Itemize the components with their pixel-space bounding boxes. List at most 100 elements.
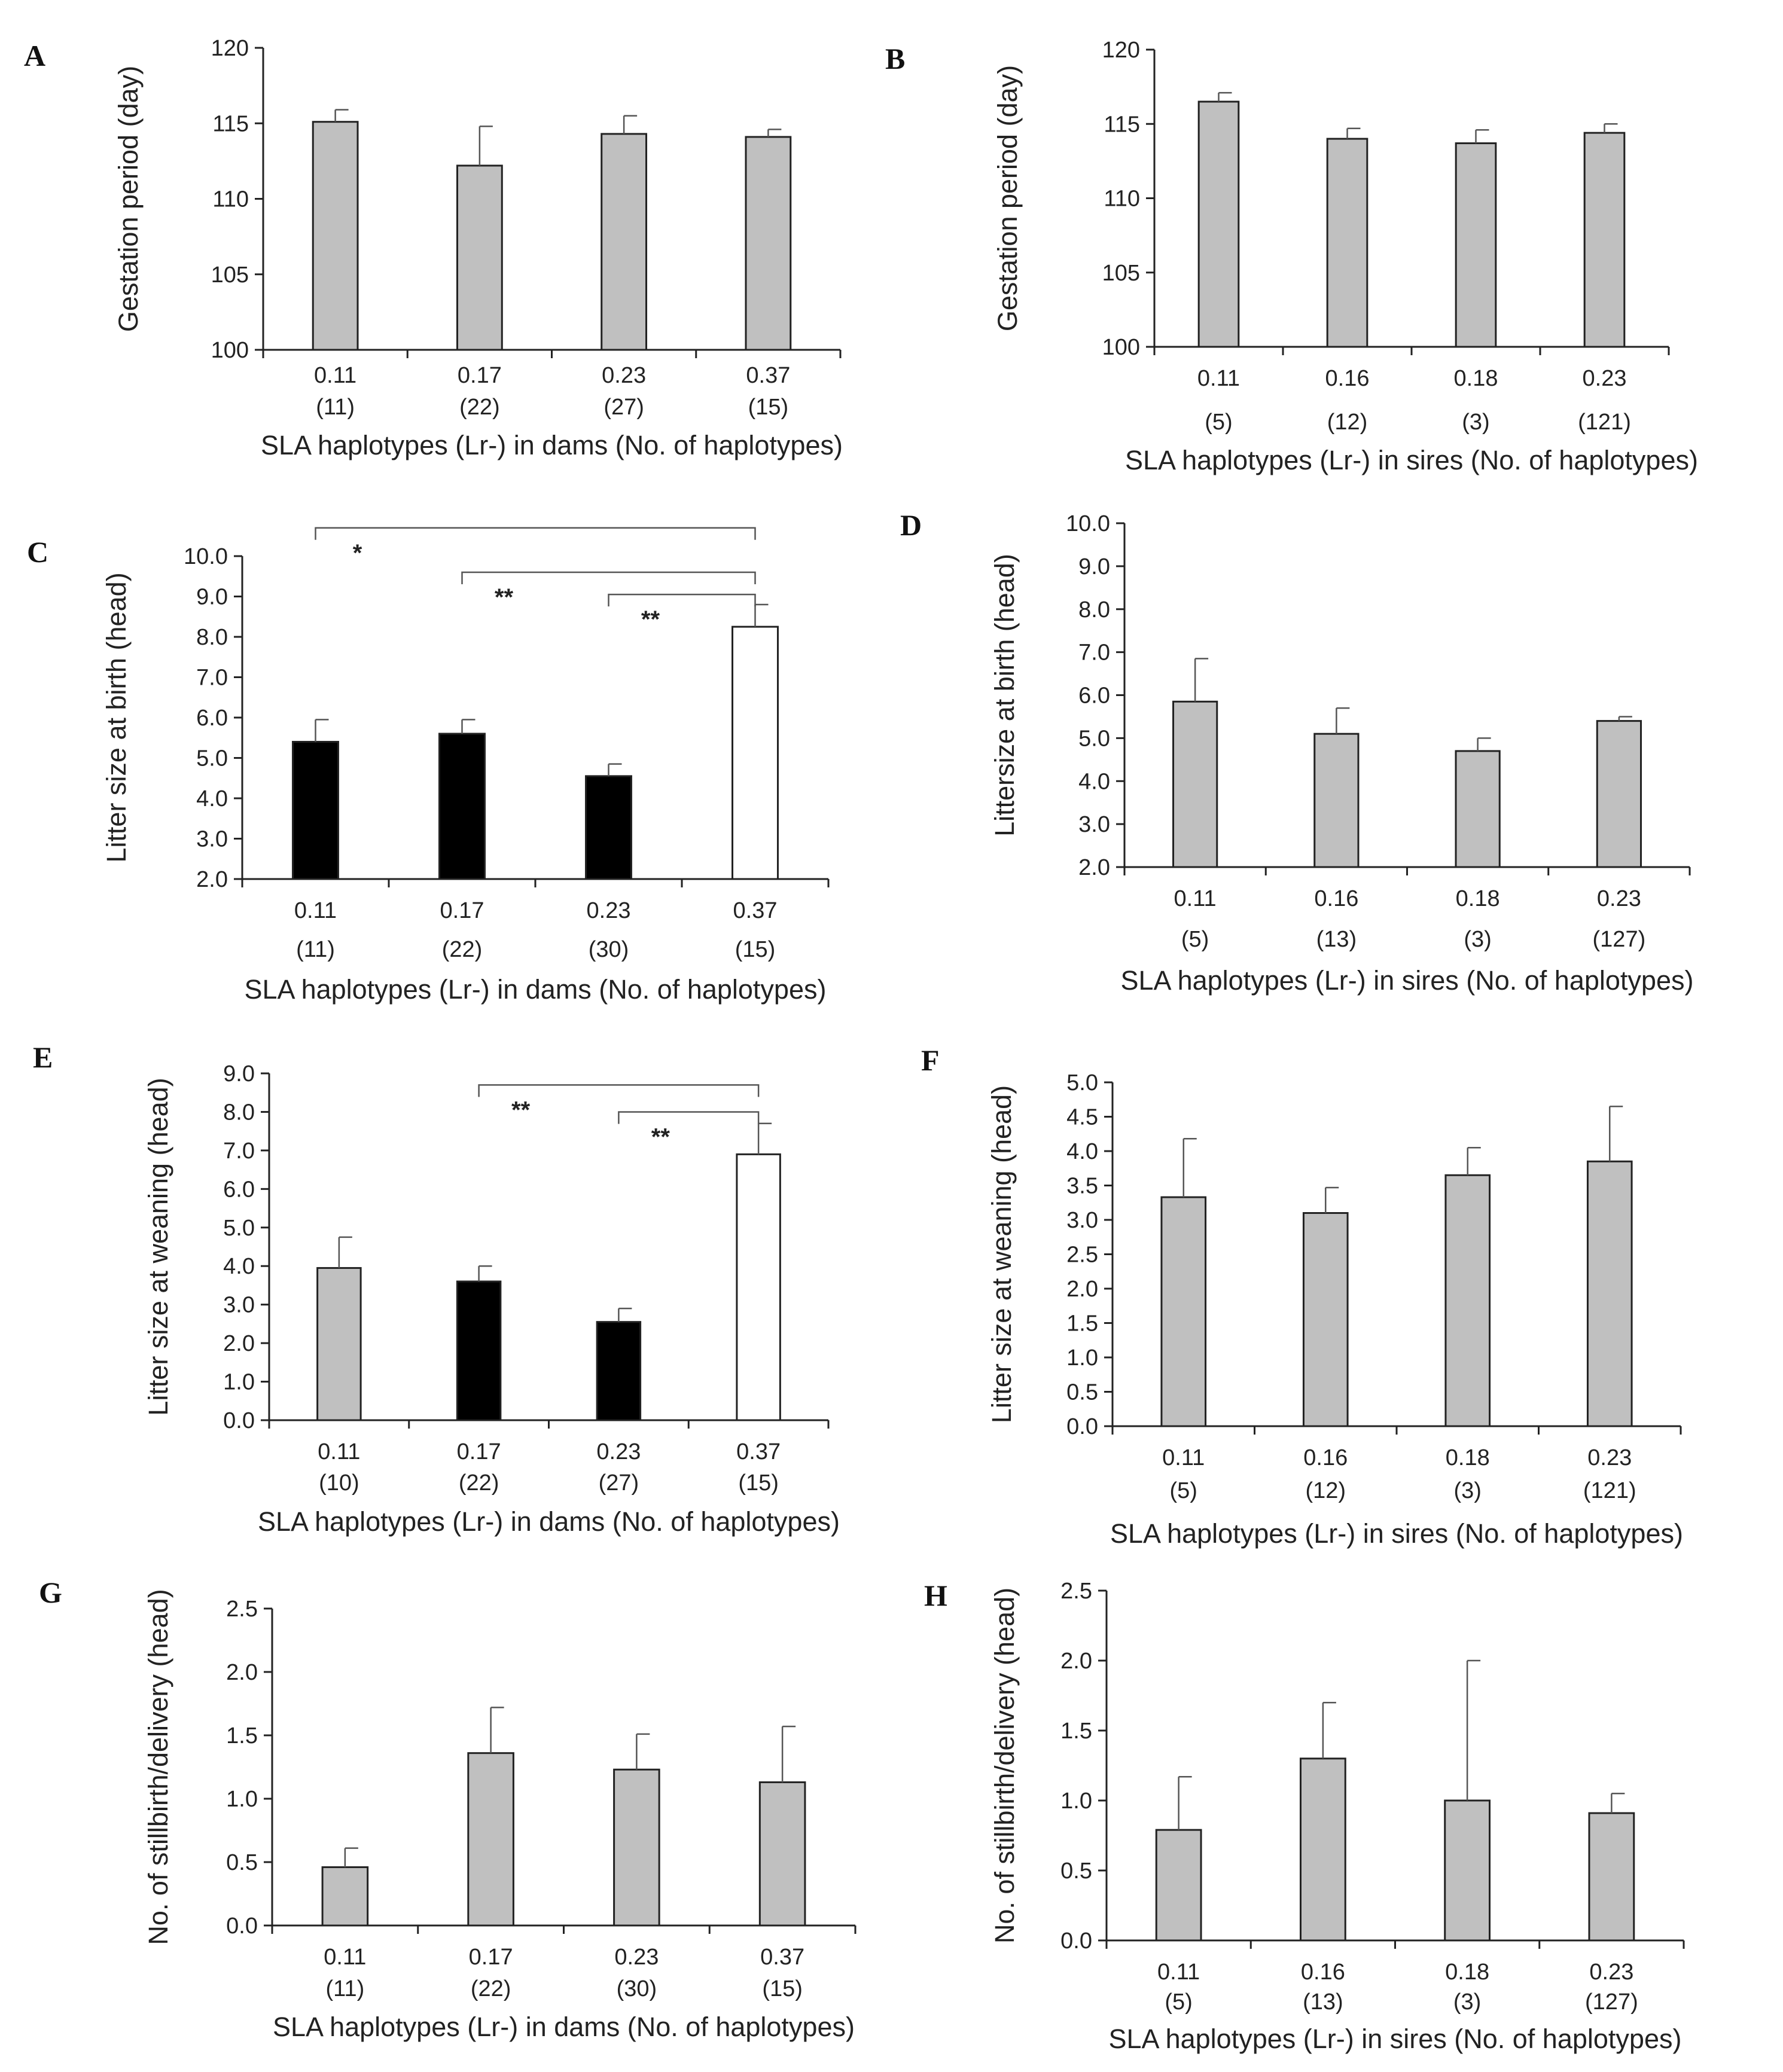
y-tick-label: 9.0 (223, 1061, 255, 1087)
x-count-label: (15) (735, 937, 776, 962)
x-count-label: (3) (1462, 410, 1489, 435)
x-count-label: (15) (762, 1976, 803, 2001)
chart-panel-d: D 2.0 3.0 4.0 5.0 6.0 7.0 8.0 9.0 10.0 0.11 (5) 0.16… (900, 508, 1693, 996)
chart-panel-h: H 0.0 0.5 1.0 1.5 2.0 2.5 0.11 (5) 0.16 (13) 0.18 (3… (924, 1579, 1685, 2054)
x-axis-title: SLA haplotypes (Lr-) in dams (No. of hap… (258, 1506, 840, 1537)
bar (438, 733, 486, 880)
chart-panel-g: G 0.0 0.5 1.0 1.5 2.0 2.5 0.11 (11) 0.17 (22) 0.23 (… (39, 1576, 857, 2042)
significance-bracket (608, 593, 756, 607)
y-tick-label: 2.0 (1066, 1277, 1098, 1302)
y-tick-label: 105 (211, 263, 249, 288)
x-category-label: 0.11 (1162, 1445, 1205, 1470)
x-category-label: 0.17 (458, 363, 502, 388)
bar (1197, 100, 1240, 348)
y-tick-label: 100 (211, 338, 249, 363)
x-category-label: 0.17 (440, 898, 484, 923)
y-tick-label: 0.0 (226, 1914, 258, 1939)
bar (1586, 1160, 1633, 1427)
x-count-label: (121) (1578, 410, 1631, 435)
x-category-label: 0.11 (318, 1439, 360, 1464)
bar (321, 1866, 369, 1927)
x-category-label: 0.18 (1456, 886, 1500, 911)
y-tick-label: 115 (1104, 112, 1140, 137)
x-count-label: (5) (1170, 1478, 1197, 1503)
y-tick-label: 5.0 (223, 1216, 255, 1241)
y-tick-label: 3.0 (1078, 812, 1110, 837)
significance-bracket (618, 1111, 760, 1124)
y-tick-label: 2.0 (226, 1660, 258, 1685)
x-count-label: (12) (1305, 1478, 1346, 1503)
bar (1444, 1799, 1491, 1942)
x-count-label: (121) (1583, 1478, 1636, 1503)
bar (1326, 138, 1369, 348)
x-axis-title: SLA haplotypes (Lr-) in sires (No. of ha… (1125, 445, 1698, 475)
x-axis-title: SLA haplotypes (Lr-) in sires (No. of ha… (1110, 1518, 1683, 1549)
x-category-label: 0.11 (314, 363, 356, 388)
x-count-label: (13) (1316, 927, 1357, 952)
bar (312, 121, 359, 351)
y-tick-label: 120 (1102, 38, 1140, 63)
x-count-label: (11) (325, 1976, 364, 2001)
significance-bracket (478, 1084, 760, 1097)
bar (1596, 720, 1642, 868)
x-count-label: (3) (1454, 1478, 1482, 1503)
x-category-label: 0.18 (1445, 1960, 1489, 1985)
x-category-label: 0.37 (760, 1945, 804, 1970)
x-count-label: (27) (599, 1470, 639, 1496)
significance-label: ** (495, 584, 514, 611)
x-count-label: (3) (1453, 1989, 1481, 2015)
y-tick-label: 4.0 (1078, 769, 1110, 794)
y-tick-label: 3.0 (196, 827, 228, 852)
bar (1455, 142, 1497, 348)
bar (1160, 1196, 1207, 1427)
y-tick-label: 110 (212, 187, 249, 212)
panel-letter: D (900, 508, 922, 542)
x-axis-title: SLA haplotypes (Lr-) in sires (No. of ha… (1109, 2024, 1682, 2054)
y-tick-label: 5.0 (1066, 1070, 1098, 1095)
y-axis-title: No. of stillbirth/delivery (head) (143, 1589, 173, 1945)
y-tick-label: 7.0 (223, 1139, 255, 1164)
bar (745, 136, 792, 351)
y-tick-label: 110 (1104, 187, 1140, 212)
y-tick-label: 0.0 (223, 1408, 255, 1433)
significance-bracket (461, 571, 756, 584)
x-category-label: 0.23 (596, 1439, 641, 1464)
y-axis-title: Litter size at birth (head) (101, 572, 132, 862)
significance-label: ** (511, 1097, 531, 1123)
bar (467, 1752, 514, 1927)
x-category-label: 0.11 (1157, 1960, 1200, 1985)
y-tick-label: 2.5 (1066, 1243, 1098, 1268)
x-count-label: (11) (296, 937, 335, 962)
y-tick-label: 0.0 (1060, 1928, 1092, 1954)
y-tick-label: 115 (212, 111, 249, 136)
y-axis-title: Littersize at birth (head) (989, 554, 1020, 837)
bar (1588, 1812, 1635, 1942)
x-category-label: 0.16 (1301, 1960, 1345, 1985)
panel-letter: E (33, 1040, 53, 1074)
x-count-label: (3) (1464, 927, 1491, 952)
x-category-label: 0.37 (746, 363, 790, 388)
x-category-label: 0.23 (587, 898, 631, 923)
y-tick-label: 5.0 (1078, 726, 1110, 751)
y-axis-title: No. of stillbirth/delivery (head) (989, 1588, 1020, 1943)
significance-label: * (353, 540, 362, 566)
y-tick-label: 6.0 (1078, 683, 1110, 709)
significance-bracket (315, 527, 756, 540)
y-tick-label: 2.0 (1078, 855, 1110, 880)
y-tick-label: 10.0 (1066, 511, 1110, 536)
x-axis-title: SLA haplotypes (Lr-) in dams (No. of hap… (261, 430, 843, 460)
y-axis-title: Gestation period (day) (992, 65, 1023, 331)
x-category-label: 0.16 (1314, 886, 1358, 911)
bar (1583, 132, 1626, 348)
x-category-label: 0.23 (1589, 1960, 1633, 1985)
x-category-label: 0.11 (1197, 366, 1240, 391)
bar (1172, 700, 1218, 868)
x-count-label: (30) (617, 1976, 657, 2001)
bar (758, 1781, 806, 1927)
x-axis-title: SLA haplotypes (Lr-) in sires (No. of ha… (1121, 965, 1694, 996)
x-category-label: 0.11 (294, 898, 337, 923)
x-count-label: (15) (738, 1470, 779, 1496)
bar (613, 1768, 660, 1927)
x-count-label: (22) (471, 1976, 511, 2001)
y-tick-label: 8.0 (1078, 597, 1110, 622)
